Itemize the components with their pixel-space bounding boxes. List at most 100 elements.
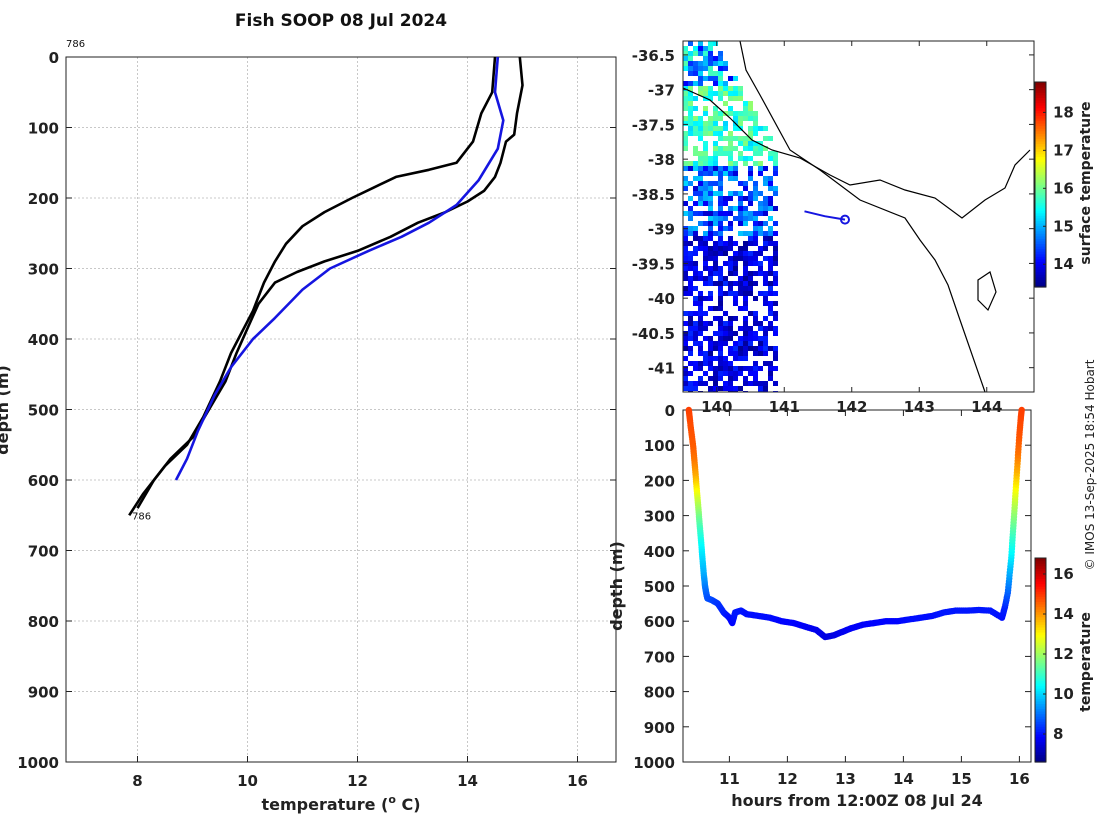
map-sst-cell [703,261,708,266]
map-sst-cell [728,171,733,176]
map-sst-cell [773,346,778,351]
map-sst-cell [708,46,713,51]
map-sst-cell [708,66,713,71]
map-colorbar-segment [1035,222,1046,227]
timeseries-ytick-label: 800 [644,684,675,702]
map-sst-cell [693,251,698,256]
map-sst-cell [733,191,738,196]
map-sst-cell [758,266,763,271]
map-colorbar-segment [1035,97,1046,101]
map-sst-cell [683,266,688,271]
map-colorbar-segment [1035,187,1046,191]
profile-ytick-label: 200 [28,190,59,208]
map-sst-cell [728,241,733,246]
map-sst-cell [728,76,733,81]
map-colorbar-segment [1035,202,1046,206]
profile-annotation: 786 [132,511,151,522]
map-position-marker [840,214,850,225]
map-sst-cell [688,316,693,321]
map-sst-cell [753,336,758,341]
map-colorbar-segment [1035,161,1046,165]
map-sst-cell [753,211,758,216]
map-sst-cell [733,166,738,171]
map-colorbar-segment [1035,246,1046,250]
map-sst-cell [768,151,773,156]
map-sst-cell [753,256,758,261]
map-sst-cell [713,131,718,136]
map-sst-cell [683,176,688,181]
map-sst-cell [698,241,703,246]
map-sst-cell [698,131,703,136]
timeseries-ytick-label: 500 [644,578,675,596]
timeseries-colorbar-segment [1035,652,1046,656]
map-sst-cell [683,381,688,386]
map-colorbar-segment [1035,284,1046,288]
map-sst-cell [738,276,743,281]
map-ytick-label: -38 [648,151,675,169]
map-sst-cell [718,206,723,211]
timeseries-colorbar-segment [1035,657,1046,661]
timeseries-colorbar-segment [1035,690,1046,694]
map-sst-cell [728,196,733,201]
map-sst-cell [718,176,723,181]
credit-text: © IMOS 13-Sep-2025 18:54 Hobart [1083,359,1097,570]
timeseries-colorbar-segment [1035,698,1046,702]
map-sst-cell [708,281,713,286]
map-sst-cell [728,266,733,271]
map-sst-cell [768,361,773,366]
map-sst-cell [693,381,698,386]
map-ytick-label: -39.5 [632,255,675,273]
map-sst-cell [708,386,713,391]
map-colorbar-segment [1035,212,1046,216]
map-sst-cell [748,261,753,266]
map-sst-cell [763,336,768,341]
map-sst-cell [748,291,753,296]
map-track [804,210,846,221]
map-sst-cell [768,371,773,376]
map-sst-cell [688,286,693,291]
map-sst-cell [748,201,753,206]
map-ytick-label: -40 [648,290,675,308]
map-sst-cell [723,101,728,106]
map-sst-cell [708,56,713,61]
map-sst-cell [743,271,748,276]
map-sst-cell [748,171,753,176]
map-sst-cell [753,151,758,156]
map-sst-cell [748,336,753,341]
map-colorbar-segment [1035,112,1046,116]
timeseries-colorbar-segment [1035,667,1046,671]
map-sst-cell [698,291,703,296]
map-sst-cell [683,106,688,111]
map-sst-cell [743,111,748,116]
map-sst-cell [748,271,753,276]
timeseries-colorbar-segment [1035,573,1046,577]
map-sst-cell [718,201,723,206]
map-sst-cell [708,121,713,126]
map-colorbar-segment [1035,123,1046,127]
map-sst-cell [688,226,693,231]
map-sst-cell [753,131,758,136]
map-colorbar-segment [1035,120,1046,124]
map-sst-cell [773,311,778,316]
map-colorbar-segment [1035,225,1046,229]
map-sst-cell [723,61,728,66]
map-sst-cell [683,336,688,341]
timeseries-colorbar-segment [1035,680,1046,684]
map-sst-cell [698,176,703,181]
timeseries-colorbar-segment [1035,558,1046,562]
map-sst-cell [733,301,738,306]
map-sst-cell [708,76,713,81]
map-sst-cell [693,176,698,181]
map-sst-cell [748,101,753,106]
map-sst-cell [683,166,688,171]
map-sst-cell [698,181,703,186]
map-sst-cell [743,381,748,386]
timeseries-colorbar-segment [1035,718,1046,722]
map-colorbar-segment [1035,230,1046,234]
map-sst-cell [723,171,728,176]
map-sst-cell [693,46,698,51]
map-sst-cell [743,156,748,161]
map-sst-cell [728,86,733,91]
map-sst-cell [698,351,703,356]
map-sst-cell [703,121,708,126]
